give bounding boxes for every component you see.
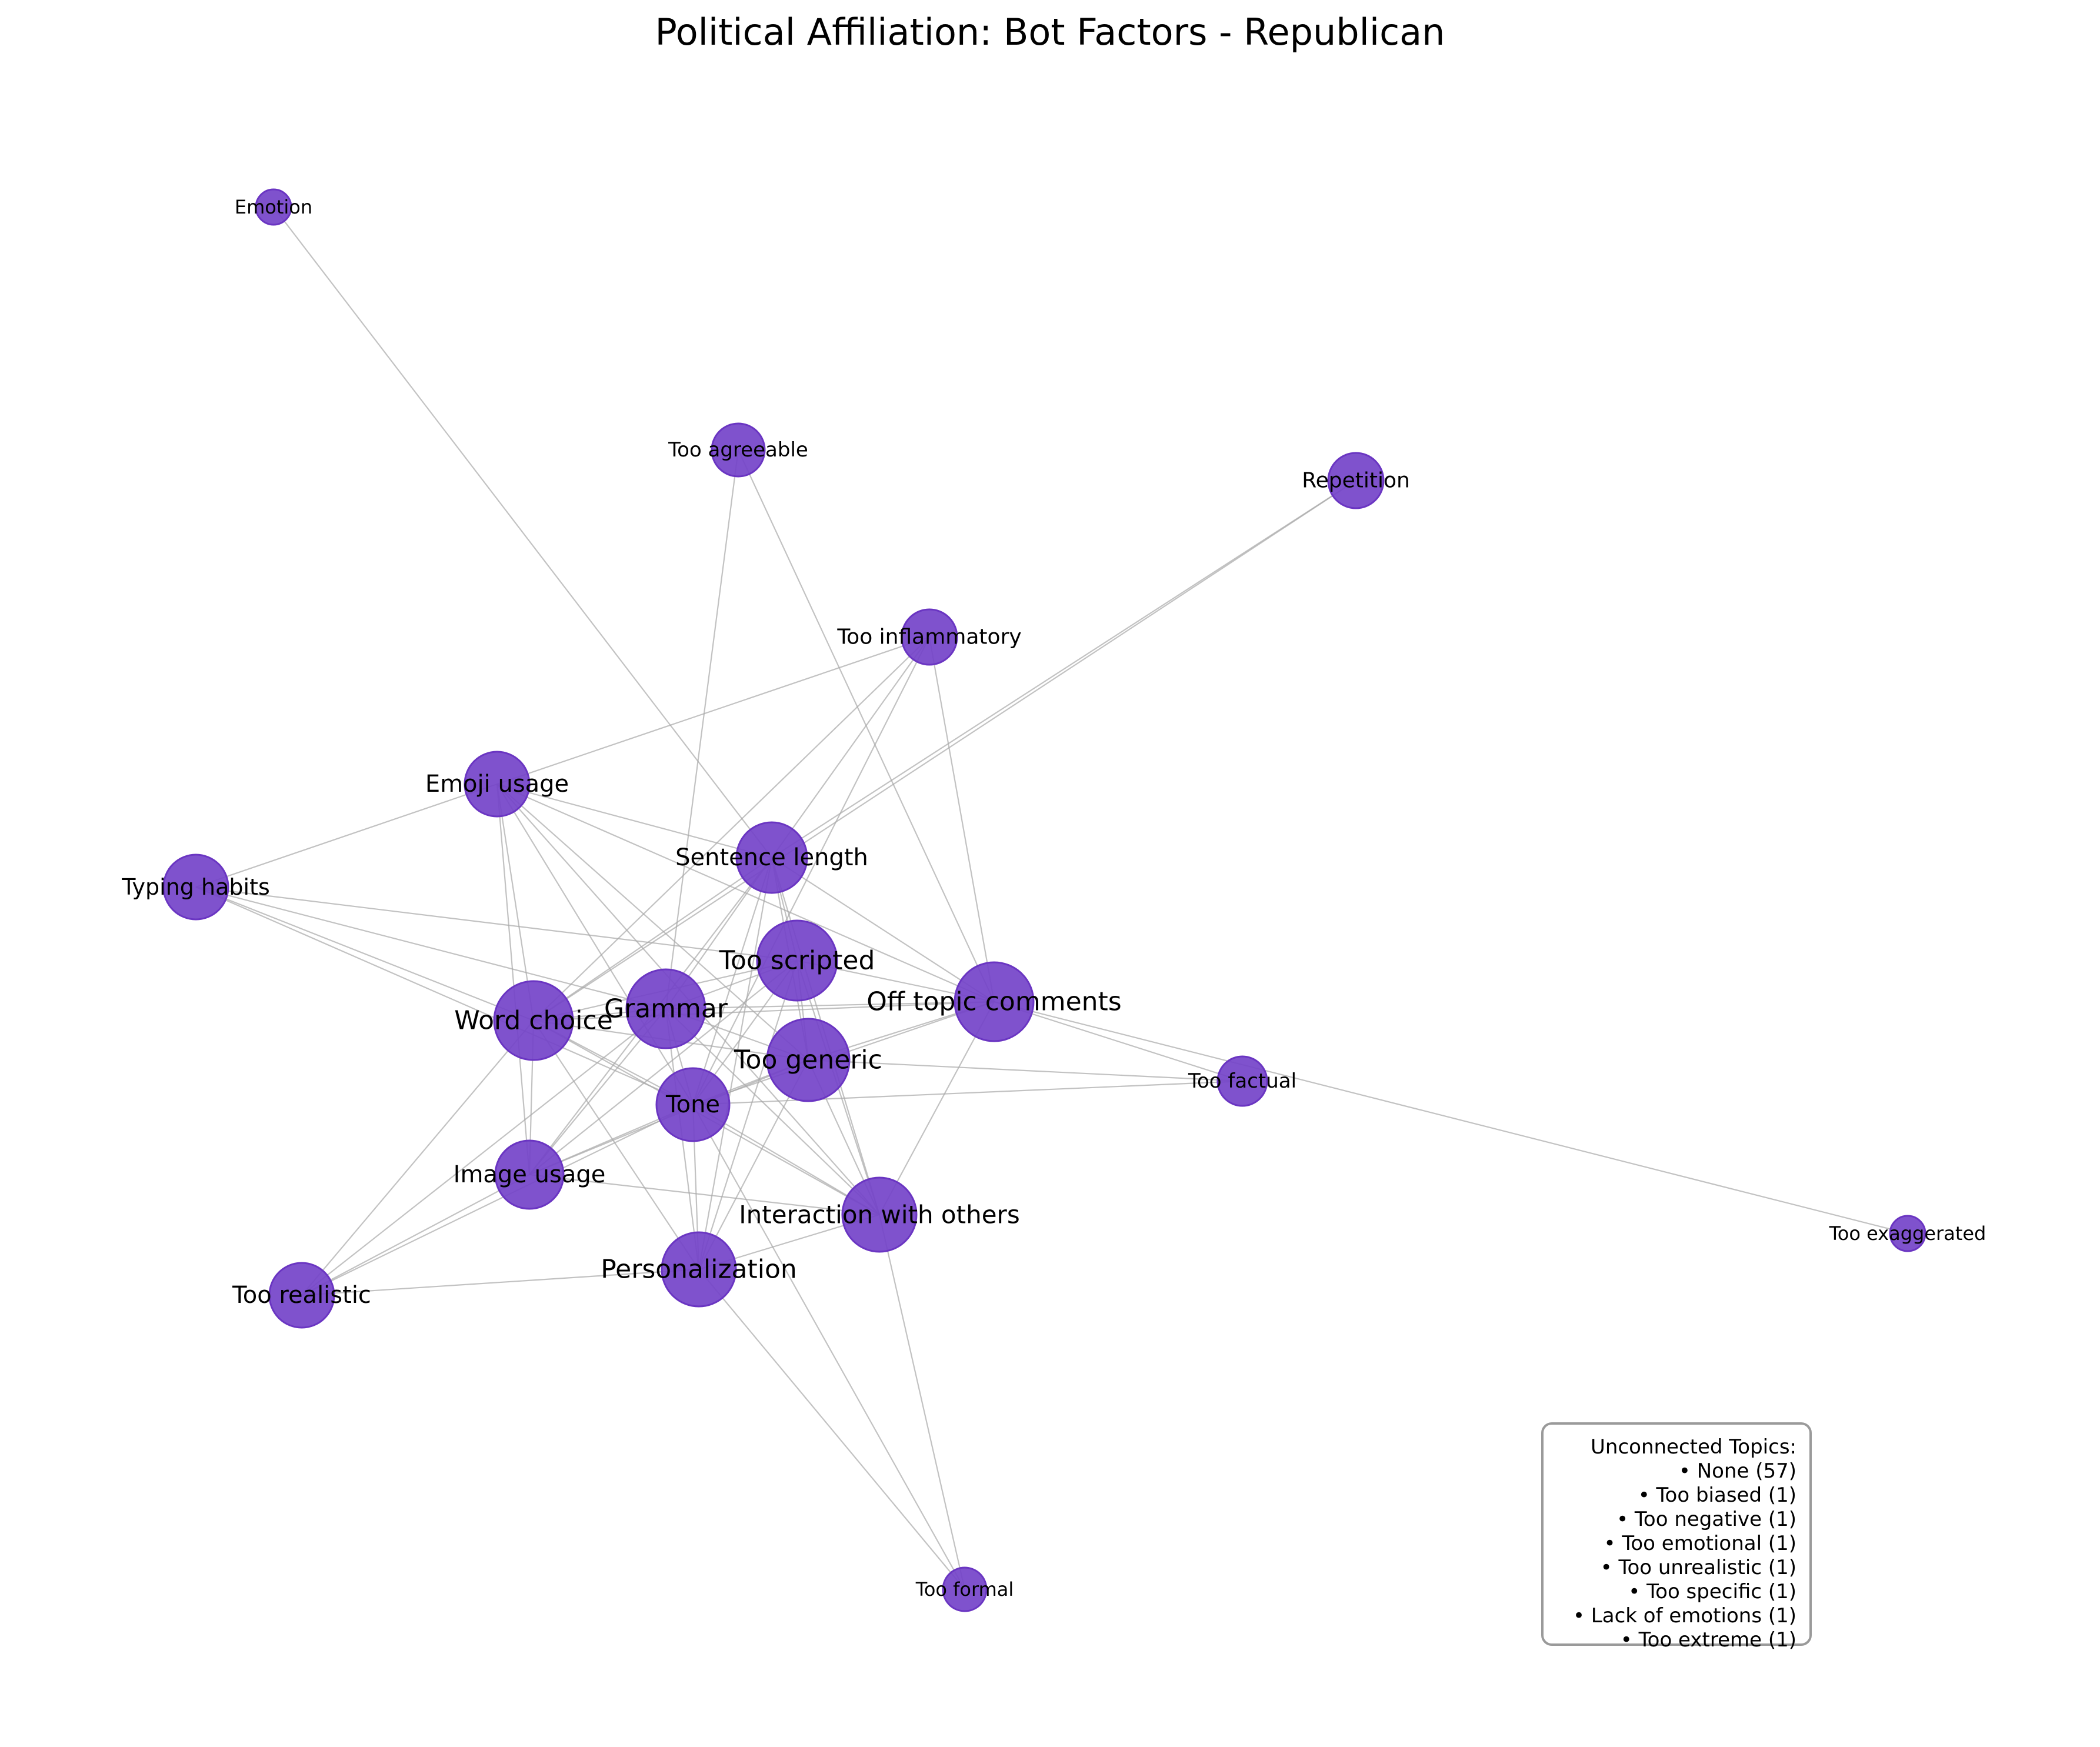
edge-emoji_usage-too_generic — [496, 784, 809, 1061]
node-grammar[interactable] — [625, 968, 706, 1049]
edge-interaction_with_others-too_formal — [878, 1214, 966, 1590]
edge-word_choice-personalization — [533, 1020, 699, 1270]
edge-image_usage-too_realistic — [301, 1174, 530, 1296]
node-label-too-inflammatory: Too inflammatory — [836, 625, 1021, 649]
edge-typing_habits-word_choice — [195, 886, 534, 1022]
node-label-too-generic: Too generic — [734, 1045, 882, 1075]
node-label-emotion: Emotion — [235, 196, 312, 218]
edge-grammar-too_realistic — [301, 1008, 666, 1296]
node-image-usage[interactable] — [494, 1139, 565, 1210]
edge-tone-too_realistic — [301, 1104, 694, 1296]
nodes-layer — [162, 188, 1926, 1612]
edge-too_inflammatory-emoji_usage — [496, 636, 930, 785]
edge-too_inflammatory-off_topic_comments — [928, 636, 995, 1002]
node-emotion[interactable] — [255, 188, 292, 226]
edge-too_scripted-image_usage — [529, 960, 798, 1175]
node-label-repetition: Repetition — [1302, 469, 1410, 493]
legend-item: • Too specific (1) — [1628, 1580, 1796, 1603]
edge-too_inflammatory-tone — [692, 636, 930, 1105]
legend-title: Unconnected Topics: — [1591, 1435, 1796, 1459]
edge-personalization-too_realistic — [301, 1268, 699, 1296]
edge-sentence_length-tone — [692, 857, 773, 1105]
unconnected-topics-legend: Unconnected Topics: • None (57) • Too bi… — [1541, 1422, 1812, 1652]
graph-title: Political Affiliation: Bot Factors - Rep… — [655, 11, 1445, 54]
legend-item: • Too unrealistic (1) — [1600, 1556, 1796, 1579]
node-too-scripted[interactable] — [756, 919, 838, 1002]
edge-sentence_length-personalization — [698, 857, 773, 1270]
node-too-agreeable[interactable] — [711, 422, 766, 478]
node-sentence-length[interactable] — [735, 821, 808, 894]
edge-too_scripted-personalization — [698, 960, 798, 1270]
node-repetition[interactable] — [1327, 452, 1385, 509]
edge-too_agreeable-grammar — [665, 449, 739, 1009]
node-too-exaggerated[interactable] — [1889, 1215, 1926, 1252]
edge-emoji_usage-tone — [496, 784, 694, 1105]
edge-sentence_length-word_choice — [533, 857, 772, 1021]
node-label-interaction-with-others: Interaction with others — [739, 1201, 1019, 1229]
node-label-personalization: Personalization — [601, 1255, 797, 1285]
node-label-sentence-length: Sentence length — [675, 844, 868, 871]
node-label-image-usage: Image usage — [454, 1161, 606, 1188]
node-label-too-realistic: Too realistic — [232, 1282, 371, 1309]
node-label-emoji-usage: Emoji usage — [425, 771, 569, 798]
legend-item: • Too extreme (1) — [1620, 1628, 1796, 1652]
labels-layer: Emotion Too agreeable Repetition Too inflam… — [121, 196, 1986, 1601]
legend-item: • Too biased (1) — [1638, 1483, 1796, 1507]
node-off-topic-comments[interactable] — [954, 961, 1035, 1042]
legend-item: • Too emotional (1) — [1604, 1532, 1796, 1555]
edge-grammar-off_topic_comments — [665, 1001, 995, 1010]
node-interaction-with-others[interactable] — [841, 1176, 918, 1253]
edge-grammar-interaction_with_others — [665, 1008, 880, 1215]
legend-item: • Too negative (1) — [1616, 1508, 1796, 1531]
node-tone[interactable] — [655, 1067, 731, 1142]
node-label-too-formal: Too formal — [915, 1578, 1014, 1601]
node-label-off-topic-comments: Off topic comments — [866, 987, 1121, 1017]
edge-emoji_usage-image_usage — [496, 784, 531, 1175]
edge-sentence_length-off_topic_comments — [771, 857, 995, 1002]
legend-item: • None (57) — [1678, 1459, 1796, 1483]
edge-too_inflammatory-word_choice — [533, 636, 930, 1021]
edge-off_topic_comments-interaction_with_others — [879, 1001, 995, 1215]
edge-off_topic_comments-too_exaggerated — [994, 1001, 1908, 1235]
edge-typing_habits-tone — [195, 886, 694, 1106]
node-label-too-factual: Too factual — [1188, 1069, 1296, 1093]
edge-typing_habits-too_scripted — [195, 886, 798, 962]
edge-off_topic_comments-too_factual — [994, 1001, 1243, 1082]
edge-personalization-too_formal — [698, 1269, 965, 1590]
edge-off_topic_comments-word_choice — [533, 1001, 995, 1022]
edge-typing_habits-grammar — [195, 886, 666, 1010]
node-too-factual[interactable] — [1216, 1055, 1268, 1107]
edge-image_usage-interaction_with_others — [529, 1173, 880, 1216]
node-too-formal[interactable] — [942, 1566, 988, 1612]
node-label-tone: Tone — [665, 1091, 720, 1118]
legend-item: • Lack of emotions (1) — [1572, 1604, 1796, 1628]
edge-repetition-sentence_length — [771, 480, 1356, 858]
edges-layer — [195, 206, 1908, 1590]
node-label-typing-habits: Typing habits — [121, 874, 270, 900]
node-label-too-agreeable: Too agreeable — [668, 438, 808, 462]
node-label-too-scripted: Too scripted — [719, 946, 875, 976]
edge-too_inflammatory-sentence_length — [771, 636, 930, 858]
node-label-grammar: Grammar — [604, 994, 728, 1024]
edge-emoji_usage-sentence_length — [496, 783, 772, 859]
node-too-generic[interactable] — [766, 1018, 851, 1102]
edge-repetition-word_choice — [533, 480, 1356, 1021]
node-typing-habits[interactable] — [162, 854, 229, 921]
node-too-realistic[interactable] — [268, 1262, 335, 1329]
node-word-choice[interactable] — [493, 980, 574, 1061]
node-too-inflammatory[interactable] — [901, 608, 958, 666]
edge-emotion-sentence_length — [273, 206, 772, 858]
node-label-word-choice: Word choice — [454, 1006, 613, 1036]
node-emoji-usage[interactable] — [464, 751, 531, 818]
edge-tone-too_factual — [692, 1080, 1243, 1106]
edge-too_generic-too_factual — [808, 1059, 1243, 1082]
node-label-too-exaggerated: Too exaggerated — [1829, 1222, 1986, 1245]
edge-emoji_usage-typing_habits — [195, 783, 498, 888]
edge-tone-too_formal — [692, 1104, 965, 1590]
node-personalization[interactable] — [661, 1231, 737, 1308]
edge-word_choice-too_realistic — [301, 1020, 534, 1296]
